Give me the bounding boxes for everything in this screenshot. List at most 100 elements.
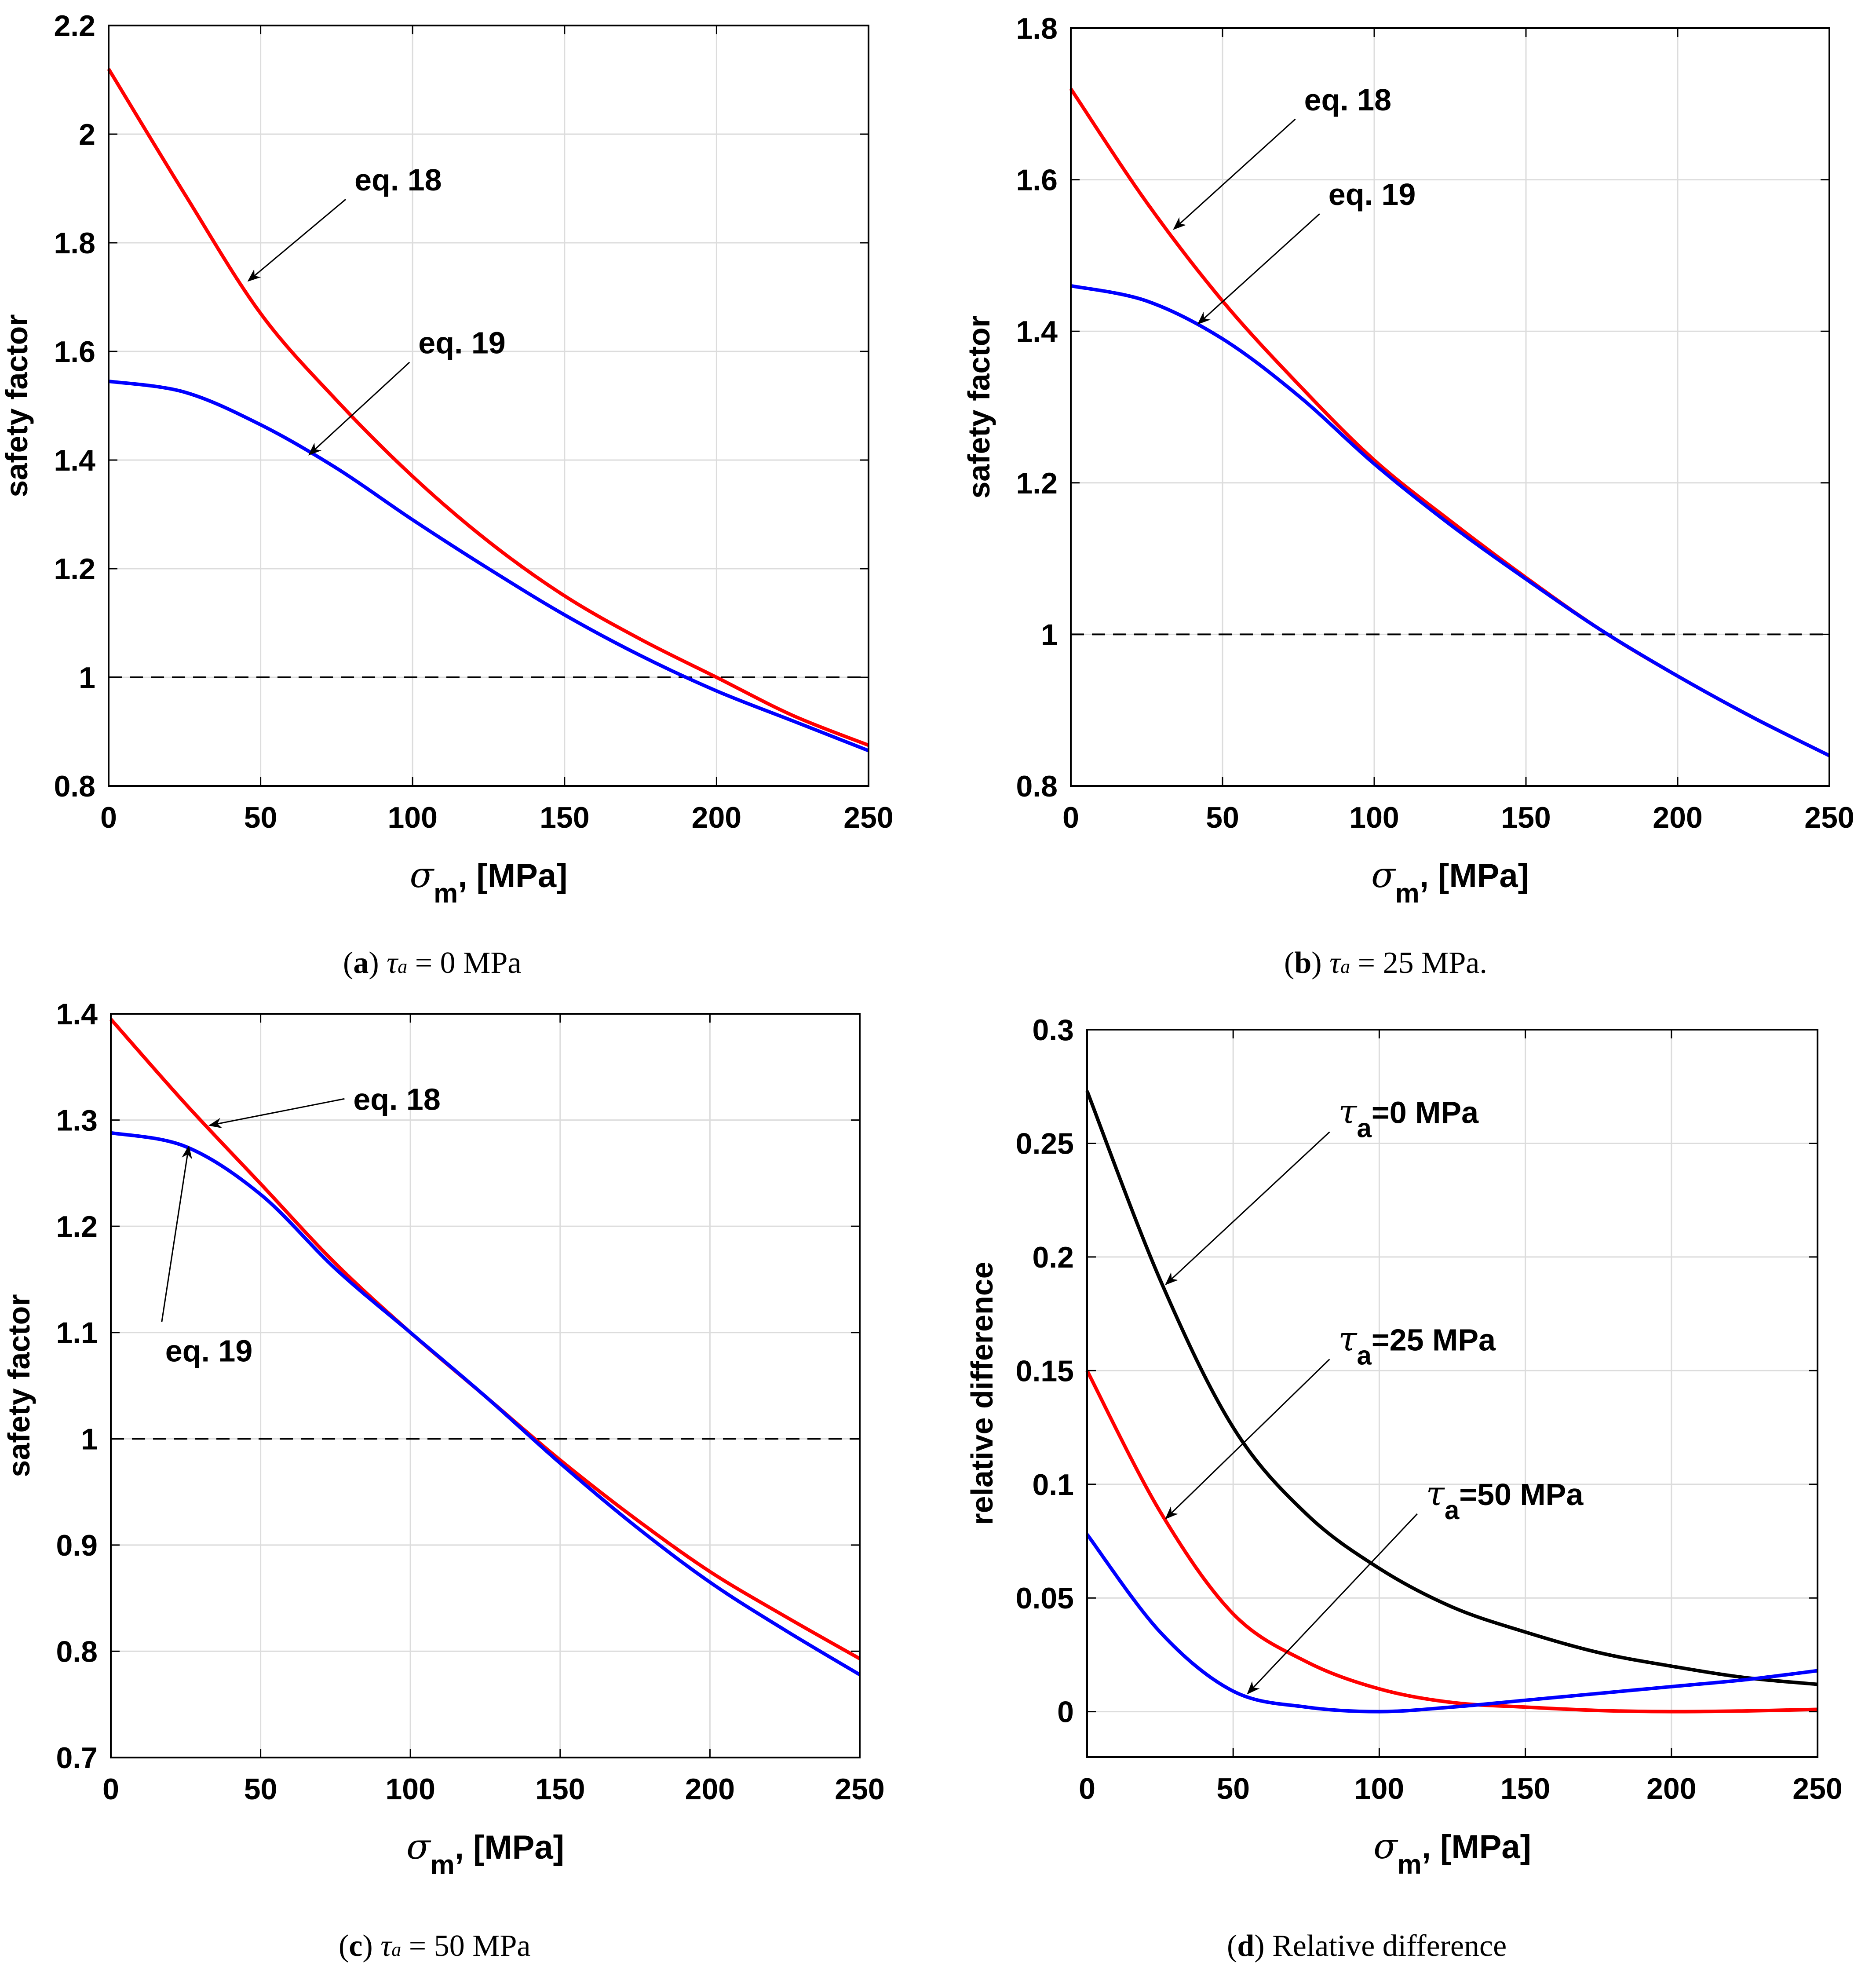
- plot-area: [109, 26, 869, 786]
- annotation-subscript: a: [1445, 1495, 1460, 1525]
- x-axis-label-subscript: m: [1395, 878, 1420, 909]
- y-tick-label: 1.2: [56, 1210, 98, 1243]
- y-tick-label: 0.15: [1016, 1354, 1074, 1388]
- x-tick-label: 250: [835, 1772, 884, 1806]
- plot-area: [1071, 28, 1829, 786]
- y-tick-label: 1.8: [54, 227, 95, 260]
- y-tick-label: 1.2: [54, 552, 95, 586]
- series-line-eq-19: [110, 1131, 861, 1677]
- x-tick-label: 200: [1646, 1772, 1696, 1805]
- caption-c: (c) τa = 50 MPa: [339, 1929, 531, 1963]
- x-axis-label-symbol: σ: [1373, 1826, 1398, 1867]
- axes-box: [1086, 1029, 1818, 1758]
- x-tick-label: 150: [1501, 801, 1551, 834]
- plot-area: [111, 1014, 860, 1758]
- annotation-rest: =25 MPa: [1372, 1323, 1496, 1357]
- x-axis-label: σm, [MPa]: [1371, 855, 1529, 909]
- annotation-label: eq. 18: [353, 1082, 440, 1116]
- caption-b: (b) τa = 25 MPa.: [1284, 946, 1487, 980]
- axes-box: [108, 25, 869, 787]
- x-tick-label: 150: [535, 1772, 585, 1806]
- y-tick-label: 1: [81, 1422, 98, 1456]
- annotation-arrow: [308, 362, 410, 456]
- annotation-tau: τ: [1426, 1474, 1445, 1513]
- x-axis-label-symbol: σ: [1371, 855, 1396, 895]
- annotation-arrow: [1165, 1359, 1330, 1520]
- y-tick-label: 0: [1057, 1696, 1074, 1729]
- annotation-arrow: [161, 1145, 192, 1322]
- y-tick-label: 1.8: [1016, 12, 1058, 45]
- y-tick-label: 0.8: [1016, 770, 1058, 803]
- annotation-subscript: a: [1357, 1114, 1372, 1143]
- y-tick-label: 0.3: [1032, 1013, 1074, 1047]
- y-tick-label: 1: [1041, 618, 1058, 651]
- y-tick-label: 0.8: [56, 1635, 98, 1668]
- x-tick-label: 250: [1804, 801, 1854, 834]
- annotation-subscript: a: [1357, 1341, 1372, 1370]
- x-axis-label-subscript: m: [434, 878, 458, 909]
- x-tick-label: 100: [385, 1772, 435, 1806]
- y-tick-label: 1: [79, 661, 95, 694]
- x-axis-label-units: , [MPa]: [1420, 857, 1529, 895]
- panel-b: 0 50 100 150 200 250 0.8 1 1.2 1.4 1.6 1.8 safety fa…: [962, 12, 1854, 909]
- x-tick-label: 0: [1062, 801, 1079, 834]
- plot-area: [1087, 1030, 1818, 1757]
- x-axis-label-units: , [MPa]: [455, 1829, 564, 1866]
- y-axis-label: safety factor: [962, 315, 996, 498]
- series-line--a-0-mpa: [1085, 1090, 1818, 1686]
- x-axis-label-subscript: m: [1398, 1849, 1422, 1880]
- series-line-eq-19: [108, 379, 869, 753]
- annotation-arrow: [1173, 118, 1296, 230]
- x-axis-label-subscript: m: [431, 1850, 455, 1880]
- y-tick-label: 0.9: [56, 1529, 98, 1562]
- annotation-rest: =50 MPa: [1459, 1477, 1584, 1512]
- annotation-label: τa=50 MPa: [1426, 1474, 1584, 1525]
- x-tick-label: 200: [692, 801, 741, 834]
- panel-d: 0 50 100 150 200 250 0 0.05 0.1 0.15 0.2 0.25 0.3 rel…: [965, 1013, 1843, 1880]
- y-tick-label: 1.6: [54, 335, 95, 369]
- y-tick-label: 1.6: [1016, 164, 1058, 197]
- x-tick-label: 0: [1079, 1772, 1095, 1805]
- y-tick-label: 0.1: [1032, 1468, 1074, 1502]
- y-tick-label: 0.2: [1032, 1241, 1074, 1274]
- annotation-arrow: [247, 199, 347, 282]
- x-axis-label-symbol: σ: [410, 855, 435, 895]
- panel-a: 0 50 100 150 200 250 0.8 1 1.2 1.4 1.6 1.8 2 2.2 safet…: [0, 9, 894, 909]
- series-line--a-50-mpa: [1085, 1533, 1818, 1714]
- annotation-label: τa=25 MPa: [1338, 1319, 1496, 1370]
- annotation-arrow: [1197, 213, 1320, 325]
- panel-c: 0 50 100 150 200 250 0.7 0.8 0.9 1 1.1 1.2 1.3 1.4 saf…: [2, 998, 885, 1880]
- x-tick-label: 250: [843, 801, 893, 834]
- annotation-arrow: [1165, 1131, 1330, 1285]
- x-tick-label: 0: [100, 801, 117, 834]
- y-tick-label: 1.1: [56, 1316, 98, 1350]
- annotation-label: eq. 19: [1329, 177, 1416, 212]
- y-tick-label: 2: [79, 118, 95, 151]
- axes-box: [110, 1013, 861, 1758]
- annotation-label: eq. 18: [354, 163, 442, 197]
- annotation-label: eq. 19: [418, 326, 505, 360]
- annotation-arrow: [208, 1098, 345, 1129]
- x-tick-label: 250: [1792, 1772, 1842, 1805]
- axes-box: [1070, 27, 1830, 787]
- x-axis-label: σm, [MPa]: [406, 1826, 564, 1880]
- annotation-arrow: [1247, 1513, 1418, 1695]
- x-tick-label: 50: [244, 1772, 277, 1806]
- y-tick-label: 2.2: [54, 9, 95, 43]
- x-tick-label: 200: [685, 1772, 735, 1806]
- caption-d: (d) Relative difference: [1227, 1929, 1507, 1963]
- y-axis-label: safety factor: [0, 314, 34, 497]
- y-tick-label: 1.4: [1016, 315, 1058, 348]
- y-tick-label: 1.3: [56, 1104, 98, 1137]
- y-tick-label: 1.2: [1016, 467, 1058, 500]
- x-tick-label: 150: [1500, 1772, 1550, 1805]
- annotation-label: τa=0 MPa: [1338, 1092, 1479, 1143]
- x-tick-label: 100: [387, 801, 437, 834]
- x-axis-label-symbol: σ: [406, 1826, 431, 1867]
- x-tick-label: 0: [102, 1772, 119, 1806]
- x-tick-label: 100: [1349, 801, 1399, 834]
- y-tick-label: 1.4: [56, 998, 98, 1031]
- y-tick-label: 0.25: [1016, 1127, 1074, 1160]
- x-tick-label: 50: [244, 801, 277, 834]
